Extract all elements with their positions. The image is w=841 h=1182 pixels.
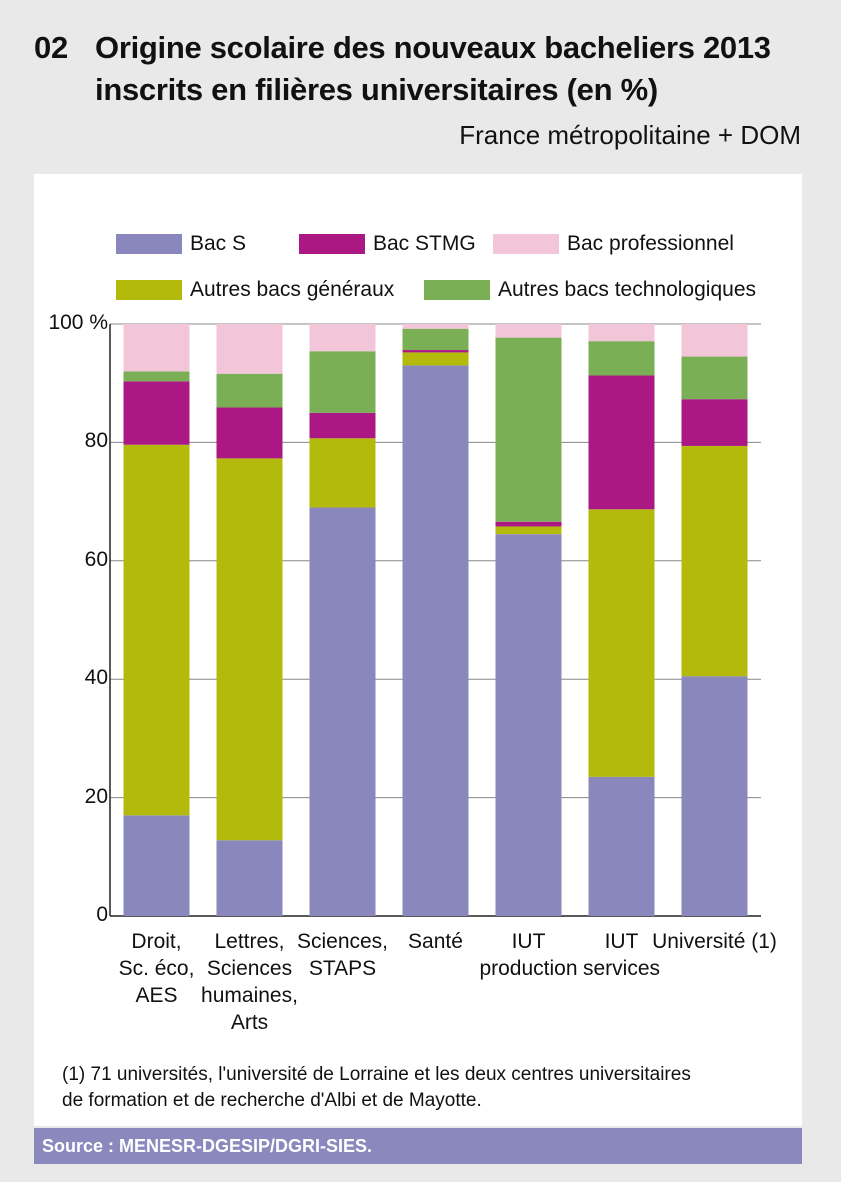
legend-swatch bbox=[493, 234, 559, 254]
bar-segment bbox=[681, 356, 748, 400]
x-category-label: Lettres, Sciences humaines, Arts bbox=[201, 930, 298, 1034]
source-bar: Source : MENESR-DGESIP/DGRI-SIES. bbox=[34, 1128, 802, 1164]
legend-swatch bbox=[116, 280, 182, 300]
legend-item: Autres bacs généraux bbox=[116, 278, 394, 302]
legend-swatch bbox=[116, 234, 182, 254]
bar-segment bbox=[216, 324, 283, 374]
footnote-line-2: de formation et de recherche d'Albi et d… bbox=[62, 1090, 482, 1111]
legend-label: Bac STMG bbox=[373, 232, 476, 255]
bar-segment bbox=[681, 324, 748, 357]
bar-segment bbox=[309, 351, 376, 413]
x-category-label: Droit, Sc. éco, AES bbox=[118, 930, 195, 1007]
bar-segment bbox=[588, 509, 655, 777]
footnote: (1) 71 universités, l'université de Lorr… bbox=[62, 1062, 792, 1114]
chart-title-line-1: Origine scolaire des nouveaux bacheliers… bbox=[95, 30, 771, 65]
bar-segment bbox=[402, 328, 469, 351]
bar-segment bbox=[309, 507, 376, 916]
bar-segment bbox=[216, 407, 283, 459]
legend-label: Autres bacs généraux bbox=[190, 278, 395, 301]
legend-item: Bac S bbox=[116, 232, 246, 256]
bar-segment bbox=[588, 375, 655, 510]
bar-segment bbox=[309, 438, 376, 508]
bar-segment bbox=[588, 324, 655, 342]
y-tick-label: 40 bbox=[84, 666, 108, 690]
bar-segment bbox=[588, 776, 655, 916]
bar-segment bbox=[216, 458, 283, 841]
legend-label: Bac S bbox=[190, 232, 247, 255]
x-category-label: IUT production bbox=[479, 930, 578, 980]
legend-swatch bbox=[424, 280, 490, 300]
x-category-label: Sciences, STAPS bbox=[296, 930, 389, 980]
chart-subtitle: France métropolitaine + DOM bbox=[459, 120, 801, 150]
bar-segment bbox=[681, 399, 748, 446]
legend-swatch bbox=[299, 234, 365, 254]
bar-segment bbox=[123, 815, 190, 916]
bar-segment bbox=[309, 324, 376, 352]
bar-segment bbox=[402, 324, 469, 329]
legend-label: Bac professionnel bbox=[567, 232, 734, 255]
figure-number: 02 bbox=[34, 30, 68, 65]
bar-segment bbox=[216, 840, 283, 916]
legend-item: Bac STMG bbox=[299, 232, 476, 256]
bar-segment bbox=[681, 676, 748, 916]
stacked-bar-chart bbox=[109, 323, 761, 917]
bar-segment bbox=[495, 534, 562, 916]
legend-label: Autres bacs technologiques bbox=[498, 278, 756, 301]
bar-segment bbox=[123, 381, 190, 445]
bar-segment bbox=[402, 365, 469, 916]
bar-segment bbox=[402, 350, 469, 353]
bar-segment bbox=[495, 521, 562, 527]
x-category-label: IUT services bbox=[582, 930, 661, 980]
legend-item: Autres bacs technologiques bbox=[424, 278, 756, 302]
footnote-line-1: (1) 71 universités, l'université de Lorr… bbox=[62, 1064, 691, 1085]
bar-segment bbox=[216, 373, 283, 408]
x-category-label: Santé bbox=[408, 930, 463, 953]
y-tick-label: 80 bbox=[84, 429, 108, 453]
y-tick-label: 60 bbox=[84, 547, 108, 571]
bar-segment bbox=[681, 445, 748, 677]
bar-segment bbox=[123, 371, 190, 382]
bar-segment bbox=[495, 324, 562, 338]
y-tick-label: 20 bbox=[84, 784, 108, 808]
legend-item: Bac professionnel bbox=[493, 232, 734, 256]
x-category-label: Université (1) bbox=[652, 930, 777, 953]
bar-segment bbox=[402, 352, 469, 366]
chart-title-line-2: inscrits en filières universitaires (en … bbox=[95, 72, 658, 107]
bar-segment bbox=[495, 526, 562, 535]
bar-segment bbox=[588, 341, 655, 376]
bar-segment bbox=[309, 412, 376, 439]
y-tick-label: 0 bbox=[96, 903, 108, 926]
bar-segment bbox=[123, 444, 190, 816]
bar-segment bbox=[123, 324, 190, 372]
chart-panel: Bac S Bac STMG Bac professionnel Autres bac… bbox=[34, 174, 802, 1126]
bar-segment bbox=[495, 337, 562, 522]
y-tick-label: 100 % bbox=[48, 311, 108, 334]
